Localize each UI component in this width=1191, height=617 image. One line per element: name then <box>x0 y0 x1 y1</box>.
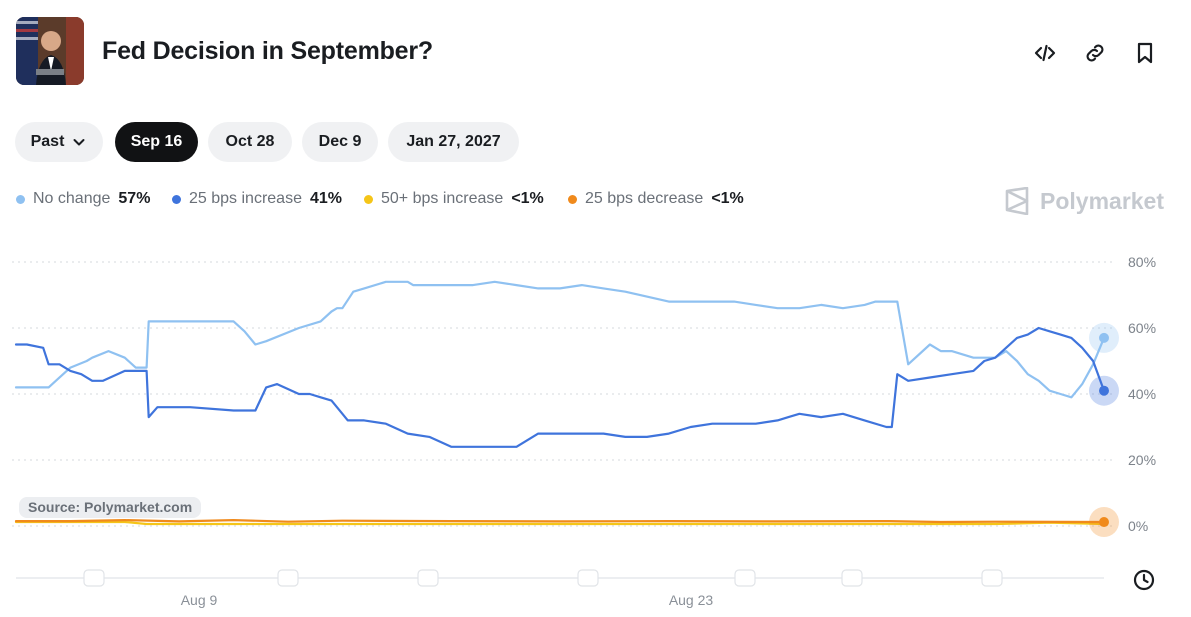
legend-dot <box>16 194 25 204</box>
y-tick-label: 60% <box>1128 320 1156 336</box>
price-chart: 80% 60% 40% 20% 0% Aug 9 Aug 23 <box>12 254 1156 608</box>
y-tick-label: 20% <box>1128 452 1156 468</box>
tab-jan-27-2027[interactable]: Jan 27, 2027 <box>388 122 519 162</box>
tab-dec-9[interactable]: Dec 9 <box>302 122 378 162</box>
x-tick-label: Aug 9 <box>181 592 218 608</box>
tab-label: Sep 16 <box>130 133 183 150</box>
tab-label: Past <box>30 133 65 150</box>
tab-label: Jan 27, 2027 <box>406 133 501 150</box>
legend-label: 25 bps increase <box>189 190 302 207</box>
tab-label: Dec 9 <box>318 133 362 150</box>
tab-label: Oct 28 <box>225 133 275 150</box>
legend-dot <box>364 194 373 204</box>
chevron-down-icon <box>73 139 85 146</box>
end-marker-dot <box>1099 517 1109 528</box>
legend-item-25-bps-increase[interactable]: 25 bps increase 41% <box>172 190 342 208</box>
legend-value: 41% <box>309 190 342 207</box>
legend-item-no-change[interactable]: No change 57% <box>16 190 150 208</box>
y-tick-label: 80% <box>1128 254 1156 270</box>
legend-value: 57% <box>118 190 151 207</box>
legend-value: <1% <box>511 190 544 207</box>
link-icon[interactable] <box>1081 39 1109 67</box>
y-tick-label: 40% <box>1128 386 1156 402</box>
chart-grid <box>12 261 1112 527</box>
y-tick-label: 0% <box>1128 518 1148 534</box>
series-line-no-change <box>14 280 1106 399</box>
scrubber-handle <box>981 569 1003 587</box>
series-line-50-bps-increase <box>14 520 1106 526</box>
polymarket-logo-icon <box>1005 187 1029 215</box>
end-marker-dot <box>1099 385 1109 396</box>
chart-end-markers <box>1089 322 1119 538</box>
scrubber-handle <box>841 569 863 587</box>
legend-value: <1% <box>711 190 744 207</box>
legend-item-50-bps-increase[interactable]: 50+ bps increase <1% <box>364 190 544 208</box>
page-title: Fed Decision in September? <box>102 37 433 65</box>
market-header: Fed Decision in September? <box>16 17 1176 87</box>
brand-name: Polymarket <box>1040 187 1165 214</box>
scrubber-handle <box>277 569 299 587</box>
scrubber-handle <box>577 569 599 587</box>
legend-label: No change <box>33 190 111 207</box>
x-tick-label: Aug 23 <box>669 592 714 608</box>
embed-code-icon[interactable] <box>1031 39 1059 67</box>
scrubber-handle <box>417 569 439 587</box>
scrubber-handle <box>734 569 756 587</box>
tab-oct-28[interactable]: Oct 28 <box>208 122 292 162</box>
legend-dot <box>568 194 577 204</box>
end-marker-dot <box>1099 332 1109 343</box>
legend-dot <box>172 194 181 204</box>
market-thumbnail <box>16 17 84 85</box>
legend-label: 50+ bps increase <box>381 190 504 207</box>
polymarket-logo: Polymarket <box>1004 186 1164 216</box>
series-line-25-bps-decrease <box>14 519 1106 524</box>
legend-label: 25 bps decrease <box>585 190 704 207</box>
source-label: Source: Polymarket.com <box>19 497 202 518</box>
x-axis-ticks: Aug 9 Aug 23 <box>181 592 714 608</box>
scrubber-handle <box>83 569 105 587</box>
chart-scrubber[interactable] <box>16 569 1104 587</box>
tab-sep-16[interactable]: Sep 16 <box>115 122 198 162</box>
tab-past[interactable]: Past <box>15 122 103 162</box>
legend-item-25-bps-decrease[interactable]: 25 bps decrease <1% <box>568 190 744 208</box>
series-line-25-bps-increase <box>14 326 1106 448</box>
clock-icon[interactable] <box>1126 562 1162 598</box>
chart-series <box>14 280 1106 526</box>
y-axis-ticks: 80% 60% 40% 20% 0% <box>1128 254 1156 534</box>
bookmark-icon[interactable] <box>1131 39 1159 67</box>
